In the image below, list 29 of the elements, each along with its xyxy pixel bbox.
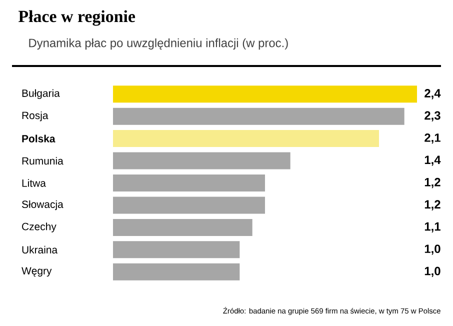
y-tick-label: Węgry [22, 267, 52, 277]
data-label: 2,4 [424, 89, 441, 100]
chart-subtitle: Dynamika płac po uwzględnieniu inflacji (w proc.) [29, 38, 288, 50]
y-tick-label: Bułgaria [22, 89, 60, 99]
data-label: 1,4 [424, 156, 441, 166]
y-tick-label: Czechy [22, 222, 56, 232]
data-label: 2,3 [424, 111, 440, 122]
y-tick-label: Polska [22, 134, 56, 142]
data-label: 1,2 [424, 178, 440, 188]
bar [113, 152, 290, 170]
bar [113, 218, 252, 236]
data-label: 1,0 [424, 266, 440, 277]
y-tick-label: Litwa [22, 179, 46, 187]
bar [113, 86, 417, 103]
bar [113, 263, 240, 280]
bar [113, 108, 404, 125]
chart-title: Płace w regionie [18, 10, 136, 26]
y-tick-label: Słowacja [22, 200, 64, 210]
data-label: 1,2 [424, 200, 440, 210]
y-tick-label: Rosja [22, 111, 48, 122]
data-label: 1,0 [424, 244, 440, 255]
y-tick-label: Rumunia [22, 156, 64, 165]
bar [113, 130, 379, 148]
bar [113, 196, 265, 214]
y-tick-label: Ukraina [22, 246, 58, 254]
data-label: 2,1 [424, 133, 440, 144]
bar [113, 174, 265, 192]
bar [113, 241, 240, 258]
data-label: 1,1 [424, 222, 440, 232]
